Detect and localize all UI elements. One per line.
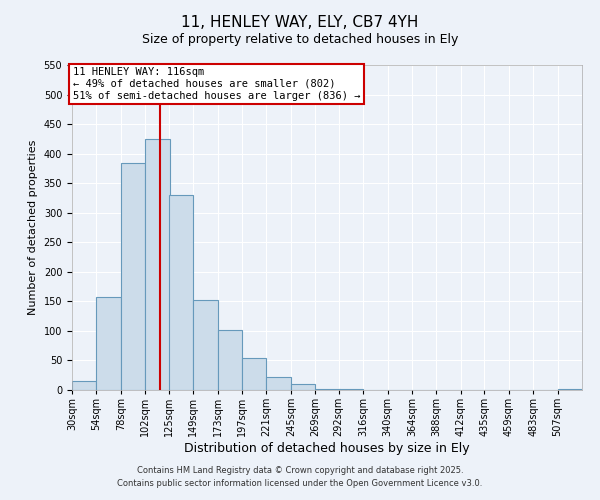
Bar xyxy=(72,381,97,390)
Text: 11, HENLEY WAY, ELY, CB7 4YH: 11, HENLEY WAY, ELY, CB7 4YH xyxy=(181,15,419,30)
Bar xyxy=(291,384,315,390)
Bar xyxy=(557,389,582,390)
X-axis label: Distribution of detached houses by size in Ely: Distribution of detached houses by size … xyxy=(184,442,470,455)
Bar xyxy=(145,139,170,390)
Bar xyxy=(97,296,121,390)
Text: Contains HM Land Registry data © Crown copyright and database right 2025.
Contai: Contains HM Land Registry data © Crown c… xyxy=(118,466,482,487)
Bar xyxy=(169,195,193,390)
Y-axis label: Number of detached properties: Number of detached properties xyxy=(28,140,38,315)
Bar xyxy=(121,162,145,390)
Text: 11 HENLEY WAY: 116sqm
← 49% of detached houses are smaller (802)
51% of semi-det: 11 HENLEY WAY: 116sqm ← 49% of detached … xyxy=(73,68,361,100)
Bar xyxy=(242,358,266,390)
Bar xyxy=(315,389,340,390)
Text: Size of property relative to detached houses in Ely: Size of property relative to detached ho… xyxy=(142,32,458,46)
Bar xyxy=(218,330,242,390)
Bar xyxy=(193,300,218,390)
Bar xyxy=(266,377,291,390)
